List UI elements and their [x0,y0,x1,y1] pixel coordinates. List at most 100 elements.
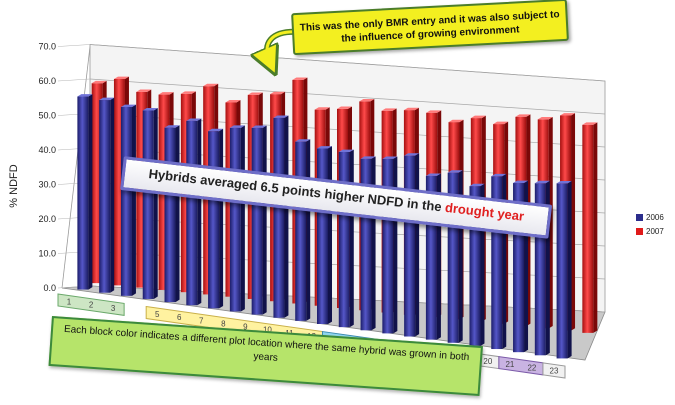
location-label: 22 [527,363,536,372]
bar-2006-2-face [99,100,111,293]
bar-2006-5-top [164,125,180,128]
gridline-side [57,78,91,82]
bar-2006-6-top [186,118,202,121]
bar-2006-21-face [513,183,525,353]
bar-2006-9 [251,125,267,315]
location-group-1 [57,293,125,316]
bar-2006-17-face [425,175,437,340]
bar-2006-3-side [131,104,136,296]
bar-2006-15-face [382,158,394,334]
y-tick-label: 50.0 [38,111,56,121]
bar-2006-19-top [469,183,485,187]
bar-2007-16-top [426,110,442,113]
bar-2006-3 [120,104,136,296]
y-tick-label: 0.0 [43,283,56,293]
bar-2006-4 [142,108,158,299]
bar-2007-1-top [91,80,107,84]
location-label: 2 [89,301,94,310]
bar-2006-14-side [371,156,376,331]
bar-2006-3-face [120,106,132,296]
bar-2006-10-side [284,115,289,318]
bar-2007-21-top [537,117,553,120]
bar-2006-21-top [513,180,529,184]
bar-2007-2-face [113,78,125,286]
y-axis-label: % NDFD [8,164,20,208]
legend-swatch-2007 [636,227,643,235]
bar-2006-4-face [142,110,154,299]
gridline [89,44,606,82]
location-label: 3 [111,304,116,313]
bar-2007-20-top [515,114,531,117]
y-tick-label: 10.0 [38,249,56,259]
bar-2006-23-top [556,180,572,184]
bar-2007-23-side [593,122,598,333]
bar-2006-7-side [219,128,224,309]
legend-item-2006: 2006 [636,210,664,224]
bar-2006-8-face [229,127,241,312]
bar-2006-12 [317,146,332,324]
bar-2006-16-top [404,153,420,156]
bar-2006-6-face [186,120,198,306]
bar-2007-19-top [493,121,509,125]
bar-2006-9-side [262,125,267,315]
bar-2006-12-top [317,146,332,149]
bar-2006-11 [295,139,311,321]
bar-2006-14-face [360,158,372,331]
bar-2006-1-top [77,94,93,97]
bar-2006-10-top [273,115,289,118]
bar-2006-12-side [328,146,332,324]
bar-2007-10-top [292,77,308,80]
bar-2006-17-top [425,173,441,176]
bar-2007-2-top [113,76,129,79]
legend-item-2007: 2007 [636,224,664,238]
bar-2006-23-side [567,180,572,359]
bar-2006-10-face [273,117,285,318]
bar-2006-8-top [229,125,245,128]
location-label: 21 [505,360,514,369]
bar-2007-14-top [381,108,397,111]
bar-2007-23-face [582,124,594,333]
bar-2007-23-top [582,122,598,125]
bar-2007-23 [582,122,598,333]
bar-2006-5-face [164,127,176,303]
bar-2006-18-face [447,172,459,343]
bar-2006-9-top [251,125,267,128]
bar-2006-5 [164,125,180,303]
gridline-side [57,44,91,47]
location-label: 7 [199,316,204,325]
bar-2007-13-top [359,99,375,102]
bar-2006-2-side [110,97,115,293]
bar-2006-14-top [360,156,376,159]
bar-2006-11-top [295,139,311,142]
location-label: 5 [155,310,160,319]
bar-2006-4-side [153,108,158,299]
bar-2006-2 [99,97,115,293]
bar-2007-4-top [158,92,174,95]
bar-2006-1-face [77,96,89,290]
bar-2007-18-top [470,115,486,119]
side-wall-edge [61,46,91,289]
bar-2007-5-top [180,91,196,94]
bar-2006-7 [208,128,224,309]
bar-2006-11-face [295,141,307,321]
y-tick-label: 20.0 [38,214,56,224]
bar-2006-1-side [88,94,93,290]
bar-2006-3-top [120,104,136,107]
y-tick-label: 40.0 [38,145,56,155]
bar-2006-7-top [208,128,224,132]
bar-2006-6-side [197,118,202,306]
gridline [89,78,606,115]
bar-2006-1 [77,94,93,290]
bar-2006-9-face [251,127,263,315]
bar-2006-22-face [534,183,546,356]
bar-2006-2-top [99,97,115,101]
bar-2007-9-top [270,91,286,95]
bar-2007-6-top [203,83,219,87]
bar-2006-11-side [306,139,311,321]
bar-2006-13-top [338,149,354,152]
location-label: 8 [221,319,226,328]
y-tick-label: 30.0 [38,180,56,190]
bar-2006-8-side [240,125,245,312]
bar-2007-11-top [314,107,330,110]
location-label: 20 [483,357,492,366]
